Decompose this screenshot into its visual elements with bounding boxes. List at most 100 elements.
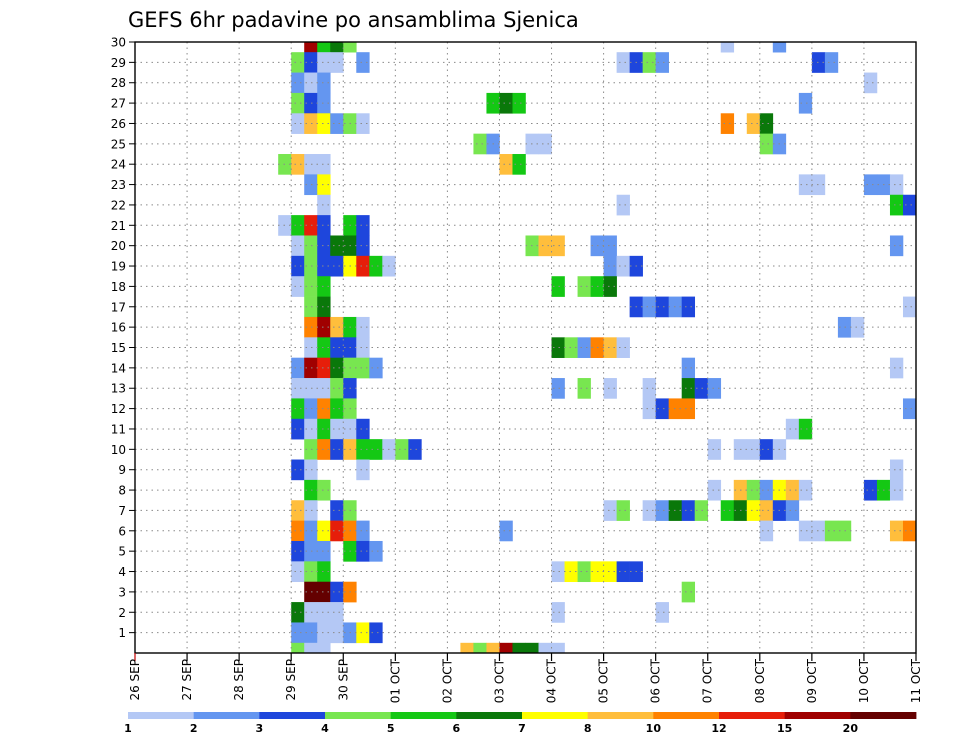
heatmap-cell: [408, 439, 422, 460]
heatmap-cell: [317, 296, 331, 318]
heatmap-cell: [317, 378, 331, 399]
heatmap-cell: [564, 337, 578, 358]
colorbar-segment: [390, 712, 457, 719]
heatmap-cell: [291, 378, 305, 399]
heatmap-cell: [759, 133, 774, 155]
heatmap-cell: [304, 540, 318, 562]
heatmap-cell: [330, 42, 344, 53]
heatmap-cell: [291, 561, 305, 583]
heatmap-cell: [291, 642, 305, 654]
heatmap-cell: [616, 561, 630, 583]
heatmap-cell: [681, 296, 696, 318]
y-tick-label: 2: [118, 606, 126, 620]
y-tick-label: 8: [118, 484, 126, 498]
heatmap-cell: [356, 459, 370, 481]
heatmap-cell: [369, 540, 383, 562]
y-tick-label: 11: [111, 422, 126, 436]
heatmap-cell: [317, 337, 331, 358]
y-tick-label: 22: [111, 198, 126, 212]
heatmap-cell: [291, 113, 305, 134]
heatmap-cell: [889, 459, 904, 481]
heatmap-cell: [317, 174, 331, 196]
heatmap-cell: [317, 581, 331, 603]
colorbar-segment: [325, 712, 392, 719]
heatmap-cell: [317, 276, 331, 297]
x-tick-label: 10 OCT: [857, 658, 871, 703]
y-tick-label: 26: [111, 117, 126, 131]
colorbar-segment: [587, 712, 654, 719]
heatmap-cell: [798, 92, 813, 114]
heatmap-cell: [291, 500, 305, 521]
heatmap-cell: [304, 459, 318, 481]
heatmap-cell: [512, 154, 526, 175]
colorbar-label: 15: [777, 722, 792, 735]
heatmap-cell: [330, 337, 344, 358]
heatmap-cell: [759, 500, 774, 521]
heatmap-cell: [616, 52, 630, 73]
heatmap-cell: [317, 52, 331, 73]
heatmap-cell: [304, 235, 318, 257]
heatmap-cell: [681, 398, 696, 420]
heatmap-cell: [356, 255, 370, 277]
y-tick-label: 1: [118, 626, 126, 640]
heatmap-cell: [499, 92, 513, 114]
y-tick-label: 9: [118, 463, 126, 477]
heatmap-cell: [291, 255, 305, 277]
heatmap-cell: [889, 520, 904, 542]
heatmap-cell: [317, 215, 331, 236]
heatmap-cell: [551, 276, 565, 297]
y-tick-label: 18: [111, 280, 126, 294]
heatmap-cell: [720, 500, 735, 521]
heatmap-cell: [317, 602, 331, 623]
heatmap-cell: [330, 52, 344, 73]
heatmap-cell: [551, 337, 565, 358]
x-tick-label: 01 OCT: [388, 658, 402, 703]
heatmap-cell: [850, 316, 865, 338]
chart-title: GEFS 6hr padavine po ansamblima Sjenica: [128, 8, 579, 32]
heatmap-cell: [798, 520, 813, 542]
heatmap-cell: [798, 479, 813, 501]
colorbar-label: 1: [124, 722, 132, 735]
y-tick-label: 16: [111, 321, 126, 335]
heatmap-cell: [317, 113, 331, 134]
heatmap-cell: [863, 72, 878, 94]
heatmap-cell: [356, 113, 370, 134]
heatmap-cell: [330, 622, 344, 644]
heatmap-cell: [330, 398, 344, 420]
heatmap-cell: [889, 479, 904, 501]
y-axis: 1234567891011121314151617181920212223242…: [111, 36, 135, 640]
colorbar-segment: [259, 712, 326, 719]
heatmap-cell: [304, 174, 318, 196]
heatmap-cell: [746, 500, 761, 521]
colorbar-label: 6: [453, 722, 461, 735]
heatmap-cell: [694, 378, 709, 399]
heatmap-cell: [538, 235, 552, 257]
heatmap-cell: [330, 235, 344, 257]
heatmap-cell: [304, 255, 318, 277]
heatmap-cell: [304, 378, 318, 399]
heatmap-cell: [291, 235, 305, 257]
heatmap-cell: [304, 215, 318, 236]
heatmap-cell: [317, 92, 331, 114]
heatmap-cell: [291, 276, 305, 297]
heatmap-cell: [642, 378, 656, 399]
heatmap-cell: [720, 42, 735, 53]
heatmap-cell: [304, 52, 318, 73]
heatmap-cell: [330, 113, 344, 134]
heatmap-cell: [317, 418, 331, 440]
heatmap-cell: [798, 418, 813, 440]
heatmap-cell: [785, 418, 800, 440]
heatmap-cell: [564, 561, 578, 583]
heatmap-cell: [304, 113, 318, 134]
y-tick-label: 14: [111, 361, 126, 375]
heatmap-cell: [291, 459, 305, 481]
heatmap-cell: [330, 500, 344, 521]
colorbar-segment: [456, 712, 523, 719]
heatmap-cell: [291, 72, 305, 94]
heatmap-cell: [356, 235, 370, 257]
x-tick-label: 09 OCT: [805, 658, 819, 703]
heatmap-cell: [369, 439, 383, 460]
heatmap-cell: [707, 479, 722, 501]
heatmap-cell: [616, 255, 630, 277]
heatmap-cell: [317, 622, 331, 644]
